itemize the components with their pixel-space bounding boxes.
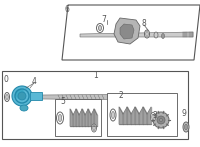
Polygon shape [62,5,200,60]
Ellipse shape [12,86,32,106]
Polygon shape [42,94,175,100]
Ellipse shape [110,109,116,121]
Ellipse shape [15,89,25,99]
Ellipse shape [112,112,114,118]
Ellipse shape [146,31,148,36]
Ellipse shape [153,112,169,128]
Text: 3: 3 [153,111,157,120]
Ellipse shape [96,24,104,32]
Polygon shape [114,18,140,44]
FancyBboxPatch shape [30,92,42,100]
Ellipse shape [4,92,10,101]
Ellipse shape [58,115,62,122]
Text: 7: 7 [102,15,106,25]
Text: 2: 2 [119,91,123,101]
Text: 9: 9 [182,110,186,118]
Ellipse shape [6,95,8,100]
Polygon shape [80,32,193,37]
Ellipse shape [152,114,154,120]
Text: 4: 4 [32,76,36,86]
Ellipse shape [162,34,164,39]
Text: 8: 8 [142,20,146,29]
Ellipse shape [157,116,165,124]
Ellipse shape [144,30,150,38]
Ellipse shape [160,118,162,122]
Polygon shape [120,24,134,39]
Text: 5: 5 [61,97,65,106]
Ellipse shape [183,122,189,132]
Ellipse shape [98,25,102,30]
Ellipse shape [92,124,96,132]
Ellipse shape [154,32,158,38]
FancyBboxPatch shape [2,71,188,139]
Ellipse shape [18,92,26,100]
Ellipse shape [93,126,95,131]
FancyBboxPatch shape [107,93,177,136]
Text: 0: 0 [4,76,8,85]
Ellipse shape [151,112,156,122]
FancyBboxPatch shape [55,99,101,136]
Text: 1: 1 [94,71,98,80]
Text: 6: 6 [65,5,69,15]
Ellipse shape [20,105,28,111]
Ellipse shape [57,112,64,124]
Ellipse shape [184,124,188,130]
